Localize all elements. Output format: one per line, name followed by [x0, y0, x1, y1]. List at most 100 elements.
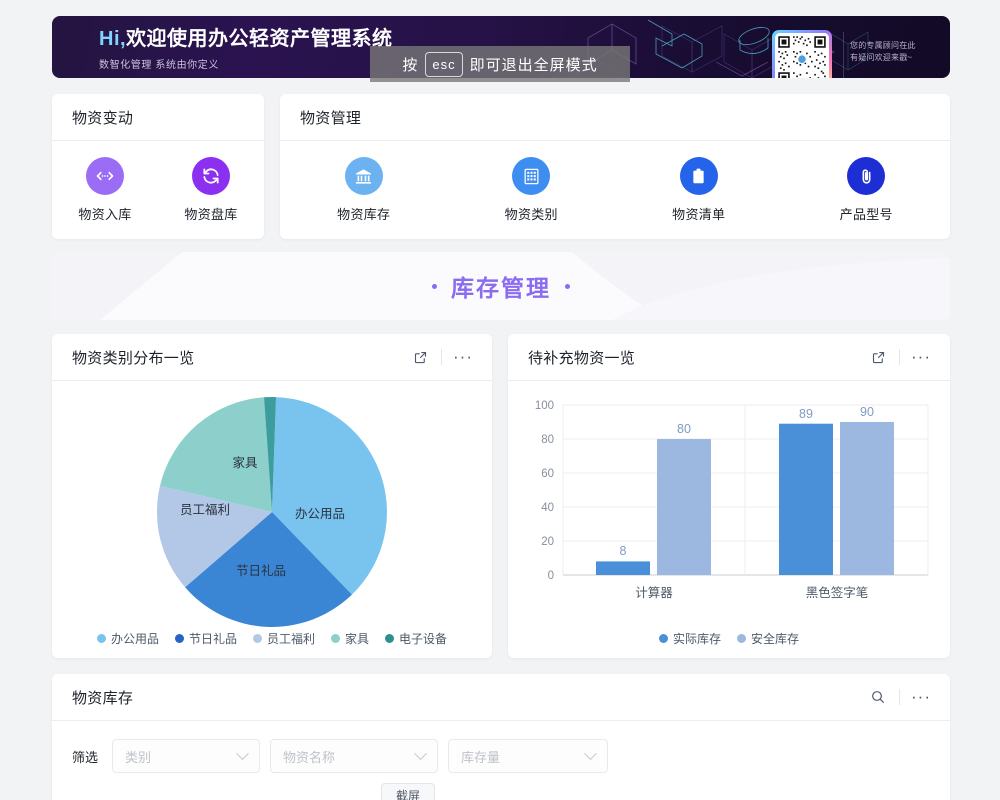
more-options-icon[interactable]: ···	[453, 347, 473, 366]
legend-label: 安全库存	[751, 632, 800, 646]
y-tick-label: 40	[541, 502, 554, 514]
material-manage-header: 物资管理	[280, 94, 950, 141]
chevron-down-icon	[236, 746, 249, 760]
pie-slice-label: 办公用品	[295, 506, 345, 521]
banner-title: Hi,欢迎使用办公轻资产管理系统	[99, 24, 393, 54]
restock-title: 待补充物资一览	[528, 349, 636, 367]
inventory-filter-row: 筛选 类别 物资名称 库存量	[52, 721, 950, 773]
inventory-title: 物资库存	[72, 689, 134, 707]
x-tick-label: 黑色签字笔	[806, 585, 869, 600]
bar	[596, 561, 650, 575]
card-actions: ···	[411, 348, 472, 366]
bar-value-label: 80	[677, 422, 691, 436]
y-tick-label: 100	[535, 400, 554, 412]
more-options-icon[interactable]: ···	[911, 687, 931, 706]
search-icon[interactable]	[869, 688, 887, 706]
legend-item[interactable]: 实际库存	[658, 630, 721, 647]
shortcut-label: 物资盘库	[184, 207, 238, 222]
banner-hi-word: Hi,	[99, 28, 127, 50]
filter-category-select[interactable]: 类别	[112, 739, 261, 773]
banner-subtitle: 数智化管理 系统由你定义	[99, 60, 219, 71]
actions-divider	[441, 349, 442, 365]
actions-divider	[899, 689, 900, 705]
y-tick-label: 60	[541, 468, 554, 480]
shortcut-label: 产品型号	[839, 207, 893, 222]
pie-chart[interactable]: 办公用品 节日礼品 员工福利 家具	[52, 397, 492, 627]
fullscreen-exit-hint: 按 esc 即可退出全屏模式	[370, 46, 630, 82]
legend-dot-icon	[252, 634, 262, 643]
advisor-line-2: 有疑问欢迎来戳~	[850, 53, 913, 62]
bar-chart-body: 100 80 60 40 20 0 8 80 89 90 计算	[508, 381, 950, 657]
screenshot-button[interactable]: 截屏	[381, 783, 435, 800]
card-actions: ···	[869, 688, 930, 706]
legend-item[interactable]: 安全库存	[737, 630, 799, 647]
chevron-down-icon	[584, 746, 597, 760]
legend-label: 电子设备	[399, 632, 448, 646]
grid-icon	[512, 157, 551, 195]
category-distribution-card: 物资类别分布一览 ···	[52, 334, 492, 658]
shortcut-product-model[interactable]: 产品型号	[783, 157, 951, 223]
shortcut-material-list[interactable]: 物资清单	[615, 157, 783, 223]
qr-code[interactable]	[772, 30, 832, 78]
filter-category-placeholder: 类别	[125, 749, 152, 765]
legend-item[interactable]: 节日礼品	[174, 630, 237, 647]
bar	[840, 422, 894, 575]
filter-label: 筛选	[72, 749, 99, 765]
paperclip-icon	[847, 157, 886, 195]
bar-value-label: 89	[799, 407, 813, 421]
shortcut-label: 物资类别	[504, 207, 558, 222]
shortcut-material-inbound[interactable]: 物资入库	[52, 157, 158, 223]
y-tick-label: 20	[541, 536, 554, 548]
material-manage-icons: 物资库存 物资类别	[280, 141, 950, 239]
section-dot-right-icon	[565, 283, 570, 289]
legend-dot-icon	[174, 634, 184, 643]
esc-hint-suffix: 即可退出全屏模式	[469, 56, 598, 74]
material-change-header: 物资变动	[52, 94, 264, 141]
banner-divider	[843, 32, 844, 78]
legend-label: 办公用品	[110, 632, 159, 646]
clipboard-icon	[679, 157, 718, 195]
filter-material-name-select[interactable]: 物资名称	[270, 739, 439, 773]
filter-stock-select[interactable]: 库存量	[448, 739, 609, 773]
card-actions: ···	[869, 348, 930, 366]
bar	[657, 439, 711, 575]
shortcut-label: 物资入库	[78, 207, 132, 222]
advisor-line-1: 您的专属顾问在此	[850, 41, 916, 50]
bar-chart[interactable]: 100 80 60 40 20 0 8 80 89 90 计算	[508, 389, 950, 619]
legend-label: 实际库存	[672, 632, 721, 646]
material-change-icons: 物资入库 物资盘库	[52, 141, 264, 239]
section-banner-content: 库存管理	[432, 269, 570, 303]
expand-icon[interactable]	[869, 348, 887, 366]
expand-icon[interactable]	[411, 348, 429, 366]
legend-item[interactable]: 员工福利	[252, 630, 315, 647]
filter-material-name-placeholder: 物资名称	[283, 749, 336, 765]
chevron-down-icon	[414, 746, 427, 760]
restock-header: 待补充物资一览 ···	[508, 334, 950, 381]
actions-divider	[899, 349, 900, 365]
inventory-card: 物资库存 ··· 筛选 类别 物资名称 库存量	[52, 674, 950, 800]
qr-code-image	[775, 33, 829, 78]
legend-item[interactable]: 办公用品	[96, 630, 159, 647]
legend-label: 员工福利	[266, 632, 315, 646]
legend-label: 节日礼品	[188, 632, 237, 646]
legend-item[interactable]: 电子设备	[385, 630, 447, 647]
legend-item[interactable]: 家具	[331, 630, 369, 647]
banner-title-text: 欢迎使用办公轻资产管理系统	[126, 28, 393, 50]
banner-text-block: Hi,欢迎使用办公轻资产管理系统 数智化管理 系统由你定义	[99, 24, 393, 71]
refresh-sync-icon	[192, 157, 230, 195]
y-tick-label: 80	[541, 434, 554, 446]
esc-key: esc	[425, 51, 463, 77]
legend-dot-icon	[96, 634, 106, 643]
section-dot-left-icon	[432, 283, 437, 289]
more-options-icon[interactable]: ···	[911, 347, 931, 366]
material-change-title: 物资变动	[72, 109, 134, 127]
section-banner-decoration	[52, 252, 950, 320]
material-change-card: 物资变动 物资入库 物资盘库	[52, 94, 264, 239]
shortcut-material-category[interactable]: 物资类别	[448, 157, 616, 223]
y-tick-label: 0	[548, 570, 554, 582]
bar-legend: 实际库存 安全库存	[508, 630, 950, 647]
filter-stock-placeholder: 库存量	[461, 749, 501, 765]
shortcut-material-stock[interactable]: 物资库存	[280, 157, 448, 223]
shortcut-material-stocktake[interactable]: 物资盘库	[158, 157, 264, 223]
